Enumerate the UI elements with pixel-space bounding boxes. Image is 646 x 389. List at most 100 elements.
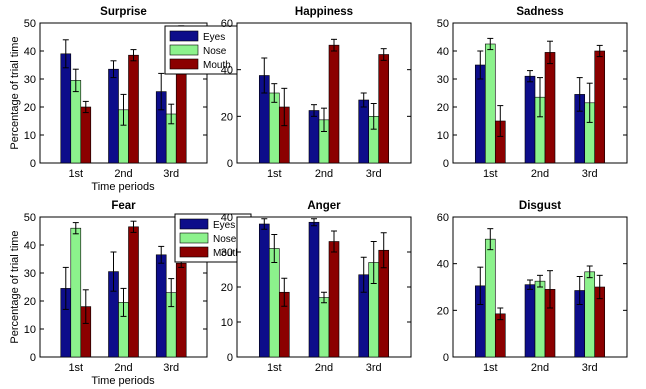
legend-label-surprise-mouth: Mouth [203,60,231,71]
legend-label-fear-mouth: Mouth [213,248,241,259]
x-axis-label-bottom: Time periods [91,375,155,387]
x-tick-label-anger-2nd: 2nd [315,362,333,374]
y-tick-label-anger-30: 30 [221,247,233,259]
y-tick-label-sadness-30: 30 [437,74,449,86]
y-tick-label-sadness-20: 20 [437,102,449,114]
y-tick-label-anger-40: 40 [221,212,233,224]
y-tick-label-anger-10: 10 [221,317,233,329]
x-tick-label-disgust-3rd: 3rd [582,362,598,374]
chart-title-happiness: Happiness [295,6,353,18]
y-tick-label-surprise-10: 10 [24,130,36,142]
bar-fear-nose-1st [70,227,82,358]
x-tick-label-fear-1st: 1st [68,362,83,374]
x-tick-label-surprise-3rd: 3rd [163,168,179,180]
bar-sadness-eyes-2nd [524,75,536,164]
y-tick-label-sadness-0: 0 [443,158,449,170]
x-tick-label-happiness-1st: 1st [267,168,282,180]
bar-happiness-nose-1st [268,92,280,164]
bar-fear-mouth-2nd [128,226,139,358]
bar-happiness-mouth-3rd [378,54,390,164]
bar-disgust-nose-1st [484,238,496,358]
x-tick-label-surprise-1st: 1st [68,168,83,180]
y-tick-label-surprise-50: 50 [24,18,36,30]
y-tick-label-sadness-10: 10 [437,130,449,142]
bar-anger-nose-2nd [318,297,330,358]
bar-sadness-mouth-3rd [594,50,606,164]
y-tick-label-surprise-20: 20 [24,102,36,114]
bar-anger-mouth-2nd [328,241,340,358]
bar-surprise-mouth-2nd [128,54,139,164]
y-tick-label-fear-10: 10 [24,324,36,336]
legend-swatch-surprise-nose [169,44,199,56]
bar-disgust-nose-3rd [584,271,596,358]
bar-sadness-eyes-1st [474,64,486,164]
y-tick-label-fear-0: 0 [30,352,36,364]
y-tick-label-fear-50: 50 [24,212,36,224]
x-tick-label-anger-1st: 1st [267,362,282,374]
bar-disgust-mouth-1st [494,313,506,358]
legend-label-fear-nose: Nose [213,234,237,245]
legend-label-fear-eyes: Eyes [213,220,235,231]
y-axis-label-top: Percentage of trial time [9,36,21,149]
y-tick-label-disgust-40: 40 [437,259,449,271]
bar-fear-eyes-3rd [155,254,167,358]
y-tick-label-happiness-60: 60 [221,18,233,30]
y-tick-label-sadness-50: 50 [437,18,449,30]
bar-sadness-nose-1st [484,43,496,164]
chart-title-surprise: Surprise [100,6,147,18]
y-tick-label-anger-0: 0 [227,352,233,364]
y-tick-label-happiness-0: 0 [227,158,233,170]
chart-title-disgust: Disgust [519,200,561,212]
legend-swatch-surprise-eyes [169,30,199,42]
bar-surprise-mouth-1st [80,106,92,164]
x-axis-label-top: Time periods [91,181,155,193]
bar-surprise-eyes-2nd [108,68,119,164]
x-tick-label-fear-3rd: 3rd [163,362,179,374]
x-tick-label-fear-2nd: 2nd [114,362,132,374]
legend-swatch-surprise-mouth [169,58,199,70]
y-tick-label-surprise-40: 40 [24,46,36,58]
y-tick-label-happiness-20: 20 [221,111,233,123]
chart-title-anger: Anger [307,200,341,212]
bar-sadness-mouth-2nd [544,52,556,164]
y-tick-label-surprise-0: 0 [30,158,36,170]
bar-anger-nose-1st [268,248,280,358]
legend-swatch-fear-eyes [179,218,209,230]
y-tick-label-fear-40: 40 [24,240,36,252]
bar-fear-mouth-3rd [175,262,187,358]
y-tick-label-disgust-0: 0 [443,352,449,364]
y-tick-label-happiness-40: 40 [221,65,233,77]
y-tick-label-fear-20: 20 [24,296,36,308]
y-tick-label-disgust-20: 20 [437,305,449,317]
bar-disgust-eyes-2nd [524,284,536,358]
x-tick-label-sadness-3rd: 3rd [582,168,598,180]
x-tick-label-disgust-1st: 1st [483,362,498,374]
bar-happiness-eyes-2nd [308,110,320,164]
bar-surprise-nose-1st [70,80,82,164]
y-tick-label-surprise-30: 30 [24,74,36,86]
y-tick-label-disgust-60: 60 [437,212,449,224]
bar-happiness-mouth-2nd [328,44,340,164]
y-tick-label-sadness-40: 40 [437,46,449,58]
bar-anger-eyes-1st [258,223,270,358]
legend-label-surprise-eyes: Eyes [203,32,225,43]
chart-title-sadness: Sadness [516,6,563,18]
x-tick-label-sadness-2nd: 2nd [531,168,549,180]
legend-label-surprise-nose: Nose [203,46,227,57]
legend-swatch-fear-mouth [179,246,209,258]
y-tick-label-anger-20: 20 [221,282,233,294]
x-tick-label-sadness-1st: 1st [483,168,498,180]
bar-happiness-eyes-3rd [358,99,370,164]
x-tick-label-disgust-2nd: 2nd [531,362,549,374]
bar-anger-eyes-2nd [308,221,320,358]
bar-surprise-eyes-1st [60,53,72,164]
x-tick-label-anger-3rd: 3rd [366,362,382,374]
y-axis-label-bottom: Percentage of trial time [9,230,21,343]
x-tick-label-surprise-2nd: 2nd [114,168,132,180]
y-tick-label-fear-30: 30 [24,268,36,280]
bar-disgust-nose-2nd [534,280,546,358]
x-tick-label-happiness-3rd: 3rd [366,168,382,180]
x-tick-label-happiness-2nd: 2nd [315,168,333,180]
legend-swatch-fear-nose [179,232,209,244]
